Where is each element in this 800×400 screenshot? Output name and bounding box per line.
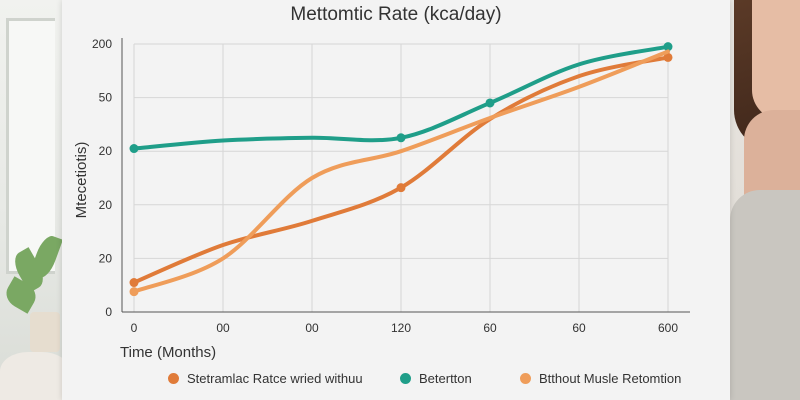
person-face bbox=[752, 0, 800, 120]
legend-swatch-light-orange bbox=[520, 373, 531, 384]
plant-pot bbox=[30, 312, 60, 352]
x-tick-label: 120 bbox=[391, 321, 411, 335]
legend: Stetramlac Ratce wried withuu Betertton … bbox=[160, 371, 720, 391]
data-point-series-3 bbox=[129, 287, 139, 297]
legend-label: Betertton bbox=[419, 371, 472, 386]
data-point-series-2 bbox=[663, 42, 673, 52]
data-point-series-2 bbox=[129, 144, 139, 154]
y-axis-title: Mtecetiotis) bbox=[73, 142, 90, 219]
legend-swatch-orange bbox=[168, 373, 179, 384]
person-top bbox=[730, 190, 800, 400]
y-tick-label: 20 bbox=[99, 198, 113, 212]
x-tick-label: 60 bbox=[483, 321, 497, 335]
y-tick-label: 20 bbox=[99, 144, 113, 158]
data-point-series-1 bbox=[129, 278, 139, 288]
background-window bbox=[6, 18, 55, 274]
legend-item-series-2: Betertton bbox=[400, 371, 472, 386]
x-tick-label: 600 bbox=[658, 321, 678, 335]
y-tick-label: 50 bbox=[99, 91, 113, 105]
axes bbox=[121, 38, 690, 313]
y-tick-label: 0 bbox=[105, 305, 112, 319]
x-tick-label: 00 bbox=[305, 321, 319, 335]
background-stool bbox=[0, 352, 70, 400]
y-tick-label: 200 bbox=[92, 37, 112, 51]
chart-title: Mettomtic Rate (kca/day) bbox=[290, 4, 502, 25]
legend-swatch-teal bbox=[400, 373, 411, 384]
data-point-series-1 bbox=[396, 183, 406, 193]
legend-item-series-1: Stetramlac Ratce wried withuu bbox=[168, 371, 363, 386]
x-tick-label: 00 bbox=[216, 321, 230, 335]
data-point-series-1 bbox=[663, 52, 673, 62]
y-tick-label: 20 bbox=[99, 251, 113, 265]
x-tick-label: 0 bbox=[131, 321, 138, 335]
legend-label: Btthout Musle Retomtion bbox=[539, 371, 682, 386]
legend-label: Stetramlac Ratce wried withuu bbox=[187, 371, 363, 386]
data-point-series-2 bbox=[396, 133, 406, 143]
data-point-series-2 bbox=[485, 98, 495, 108]
series-layer bbox=[129, 42, 673, 297]
legend-item-series-3: Btthout Musle Retomtion bbox=[520, 371, 681, 386]
series-line-3 bbox=[132, 49, 670, 294]
x-tick-label: 60 bbox=[572, 321, 586, 335]
x-axis-title: Time (Months) bbox=[120, 344, 216, 361]
